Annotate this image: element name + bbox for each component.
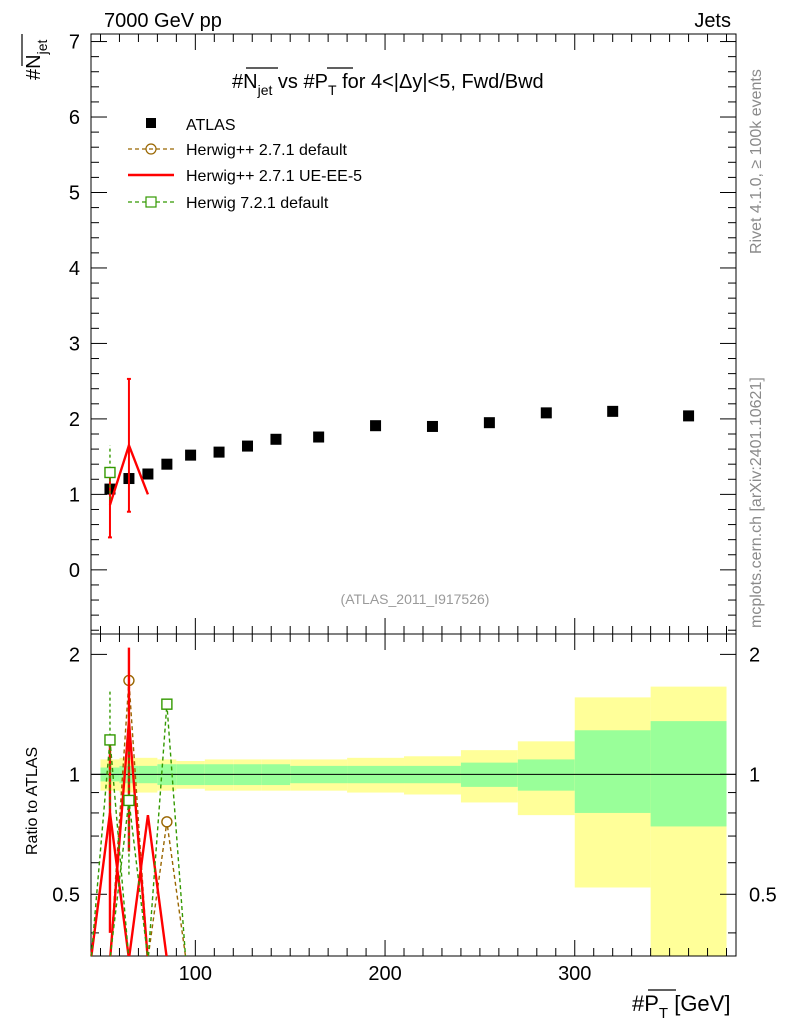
- atlas-data-point: [683, 410, 694, 421]
- atlas-data-point: [214, 447, 225, 458]
- atlas-data-point: [242, 441, 253, 452]
- main-y-tick-label: 3: [69, 333, 80, 355]
- main-y-tick-label: 1: [69, 484, 80, 506]
- ratio-y-tick-label: 0.5: [52, 884, 80, 906]
- ratio-y-tick-label-right: 1: [749, 764, 760, 786]
- band-inner: [651, 721, 727, 826]
- legend-label-herwigpp-default: Herwig++ 2.7.1 default: [186, 142, 348, 159]
- header-energy-label: 7000 GeV pp: [104, 10, 222, 32]
- chart-canvas: 012345670.5 0.51 12 2100 200 300 7000 GeV pp …: [0, 0, 786, 1024]
- atlas-data-point: [427, 421, 438, 432]
- legend: ATLAS Herwig++ 2.7.1 default Herwig++ 2.…: [128, 117, 362, 212]
- main-y-tick-label: 7: [69, 32, 80, 54]
- x-tick-label: 300: [558, 963, 591, 985]
- main-y-tick-label: 6: [69, 107, 80, 129]
- band-inner: [518, 759, 575, 790]
- x-axis-label: #PT [GeV]: [632, 991, 730, 1022]
- plot-title: #Njet vs #PT for 4<|Δy|<5, Fwd/Bwd: [232, 71, 544, 98]
- analysis-watermark: (ATLAS_2011_I917526): [341, 591, 490, 607]
- atlas-data-point: [161, 459, 172, 470]
- legend-marker-atlas: [146, 118, 156, 128]
- legend-label-atlas: ATLAS: [186, 117, 236, 134]
- x-tick-label: 100: [179, 963, 212, 985]
- atlas-data-point: [607, 406, 618, 417]
- atlas-data-point: [142, 469, 153, 480]
- ratio-y-tick-label-right: 2: [749, 644, 760, 666]
- ratio-y-tick-label-right: 0.5: [749, 884, 777, 906]
- ratio-y-tick-label: 2: [69, 644, 80, 666]
- rivet-version-label: Rivet 4.1.0, ≥ 100k events: [748, 69, 765, 254]
- header-process-label: Jets: [694, 10, 731, 32]
- legend-marker-herwig7: [146, 197, 156, 207]
- atlas-data-point: [185, 450, 196, 461]
- atlas-data-point: [270, 434, 281, 445]
- svg-text:#Njet: #Njet: [23, 40, 50, 80]
- legend-label-herwig7: Herwig 7.2.1 default: [186, 195, 329, 212]
- atlas-data-point: [313, 432, 324, 443]
- ratio-uncertainty-bands: [91, 687, 736, 956]
- x-tick-label: 200: [368, 963, 401, 985]
- main-y-tick-label: 2: [69, 409, 80, 431]
- main-y-tick-label: 4: [69, 258, 80, 280]
- herwig7-ratio-marker: [105, 735, 115, 745]
- herwigpp-ueee5-ratio-line: [129, 815, 166, 956]
- band-inner: [575, 730, 651, 813]
- atlas-data-point: [484, 417, 495, 428]
- main-y-tick-label: 0: [69, 560, 80, 582]
- herwig7-ratio-marker: [124, 795, 134, 805]
- ratio-y-tick-label: 1: [69, 764, 80, 786]
- legend-label-herwigpp-ueee5: Herwig++ 2.7.1 UE-EE-5: [186, 168, 362, 185]
- atlas-data-point: [370, 420, 381, 431]
- main-plot-area: [104, 379, 694, 537]
- ratio-y-axis-label: Ratio to ATLAS: [24, 747, 41, 855]
- herwig7-ratio-marker: [162, 699, 172, 709]
- ratio-plot-area: [91, 648, 185, 956]
- main-y-tick-label: 5: [69, 182, 80, 204]
- herwig7-data-point: [105, 467, 115, 477]
- herwigpp-default-ratio-marker: [162, 817, 172, 827]
- main-y-axis-label: #Njet: [22, 34, 50, 80]
- atlas-data-point: [541, 407, 552, 418]
- mcplots-source-label: mcplots.cern.ch [arXiv:2401.10621]: [748, 377, 765, 628]
